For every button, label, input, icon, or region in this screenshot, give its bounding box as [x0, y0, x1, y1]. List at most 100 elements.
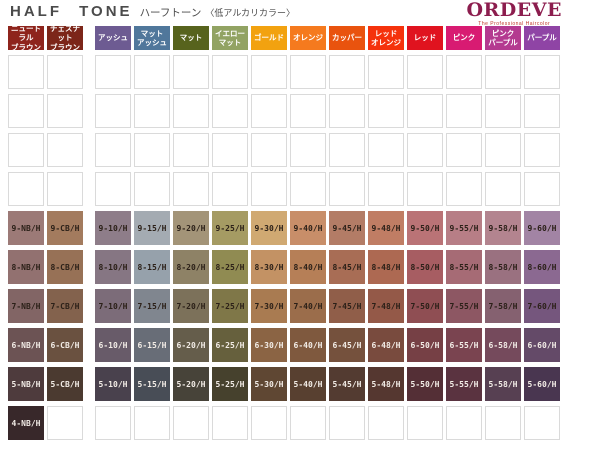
empty-swatch — [251, 406, 287, 440]
empty-swatch — [329, 55, 365, 89]
swatch-7-55/H: 7-55/H — [446, 289, 482, 323]
swatch-5-CB/H: 5-CB/H — [47, 367, 83, 401]
empty-swatch — [446, 406, 482, 440]
swatch-9-25/H: 9-25/H — [212, 211, 248, 245]
empty-swatch — [446, 94, 482, 128]
empty-swatch — [368, 94, 404, 128]
swatch-6-58/H: 6-58/H — [485, 328, 521, 362]
empty-swatch — [212, 55, 248, 89]
empty-swatch — [134, 55, 170, 89]
empty-swatch — [8, 55, 44, 89]
empty-swatch — [446, 133, 482, 167]
column-header-3: アッシュ — [95, 26, 131, 50]
column-header-12: ピンク — [446, 26, 482, 50]
color-grid: ニュートラル ブラウン チェスナット ブラウン アッシュ マット アッシュ マット イエロー マッ… — [8, 24, 560, 440]
swatch-9-15/H: 9-15/H — [134, 211, 170, 245]
swatch-6-45/H: 6-45/H — [329, 328, 365, 362]
empty-swatch — [524, 406, 560, 440]
empty-swatch — [290, 94, 326, 128]
column-header-10: レッド オレンジ — [368, 26, 404, 50]
empty-swatch — [485, 406, 521, 440]
swatch-8-NB/H: 8-NB/H — [8, 250, 44, 284]
empty-swatch — [134, 94, 170, 128]
empty-swatch — [329, 406, 365, 440]
empty-swatch — [524, 172, 560, 206]
swatch-7-25/H: 7-25/H — [212, 289, 248, 323]
swatch-8-48/H: 8-48/H — [368, 250, 404, 284]
empty-swatch — [47, 406, 83, 440]
swatch-9-NB/H: 9-NB/H — [8, 211, 44, 245]
brand-logo-name: ORDEVE — [466, 0, 562, 21]
swatch-6-55/H: 6-55/H — [446, 328, 482, 362]
empty-swatch — [173, 406, 209, 440]
empty-swatch — [407, 172, 443, 206]
empty-swatch — [485, 94, 521, 128]
empty-swatch — [47, 94, 83, 128]
column-header-9: カッパー — [329, 26, 365, 50]
swatch-8-45/H: 8-45/H — [329, 250, 365, 284]
empty-swatch — [173, 133, 209, 167]
swatch-6-NB/H: 6-NB/H — [8, 328, 44, 362]
swatch-8-58/H: 8-58/H — [485, 250, 521, 284]
swatch-9-CB/H: 9-CB/H — [47, 211, 83, 245]
swatch-6-20/H: 6-20/H — [173, 328, 209, 362]
empty-swatch — [290, 133, 326, 167]
swatch-6-25/H: 6-25/H — [212, 328, 248, 362]
swatch-7-60/H: 7-60/H — [524, 289, 560, 323]
swatch-9-48/H: 9-48/H — [368, 211, 404, 245]
swatch-8-15/H: 8-15/H — [134, 250, 170, 284]
empty-swatch — [290, 172, 326, 206]
brand-logo-tagline: The Professional Haircolor — [478, 20, 551, 27]
swatch-7-CB/H: 7-CB/H — [47, 289, 83, 323]
empty-swatch — [251, 133, 287, 167]
column-header-2: チェスナット ブラウン — [47, 24, 83, 52]
column-header-14: パープル — [524, 26, 560, 50]
empty-swatch — [173, 94, 209, 128]
swatch-9-30/H: 9-30/H — [251, 211, 287, 245]
swatch-5-NB/H: 5-NB/H — [8, 367, 44, 401]
swatch-5-58/H: 5-58/H — [485, 367, 521, 401]
swatch-8-40/H: 8-40/H — [290, 250, 326, 284]
empty-swatch — [329, 133, 365, 167]
empty-swatch — [134, 172, 170, 206]
title-kana: ハーフトーン — [139, 7, 202, 19]
swatch-7-30/H: 7-30/H — [251, 289, 287, 323]
swatch-8-10/H: 8-10/H — [95, 250, 131, 284]
swatch-5-48/H: 5-48/H — [368, 367, 404, 401]
empty-swatch — [8, 172, 44, 206]
swatch-4-NB/H: 4-NB/H — [8, 406, 44, 440]
empty-swatch — [290, 55, 326, 89]
swatch-9-50/H: 9-50/H — [407, 211, 443, 245]
swatch-9-55/H: 9-55/H — [446, 211, 482, 245]
empty-swatch — [368, 406, 404, 440]
empty-swatch — [251, 55, 287, 89]
swatch-7-10/H: 7-10/H — [95, 289, 131, 323]
empty-swatch — [446, 55, 482, 89]
column-header-6: イエロー マット — [212, 26, 248, 50]
empty-swatch — [8, 94, 44, 128]
swatch-9-10/H: 9-10/H — [95, 211, 131, 245]
empty-swatch — [95, 406, 131, 440]
empty-swatch — [95, 133, 131, 167]
column-header-11: レッド — [407, 26, 443, 50]
swatch-7-NB/H: 7-NB/H — [8, 289, 44, 323]
empty-swatch — [95, 172, 131, 206]
empty-swatch — [485, 55, 521, 89]
swatch-5-15/H: 5-15/H — [134, 367, 170, 401]
title-main: HALF TONE — [10, 3, 133, 20]
swatch-7-48/H: 7-48/H — [368, 289, 404, 323]
empty-swatch — [407, 133, 443, 167]
page-title: HALF TONE ハーフトーン 〈低アルカリカラー〉 — [10, 3, 295, 20]
empty-swatch — [251, 94, 287, 128]
swatch-5-30/H: 5-30/H — [251, 367, 287, 401]
swatch-8-CB/H: 8-CB/H — [47, 250, 83, 284]
swatch-6-40/H: 6-40/H — [290, 328, 326, 362]
swatch-6-50/H: 6-50/H — [407, 328, 443, 362]
column-header-1: ニュートラル ブラウン — [8, 24, 44, 52]
swatch-9-40/H: 9-40/H — [290, 211, 326, 245]
swatch-6-30/H: 6-30/H — [251, 328, 287, 362]
empty-swatch — [8, 133, 44, 167]
empty-swatch — [485, 172, 521, 206]
empty-swatch — [251, 172, 287, 206]
empty-swatch — [212, 172, 248, 206]
